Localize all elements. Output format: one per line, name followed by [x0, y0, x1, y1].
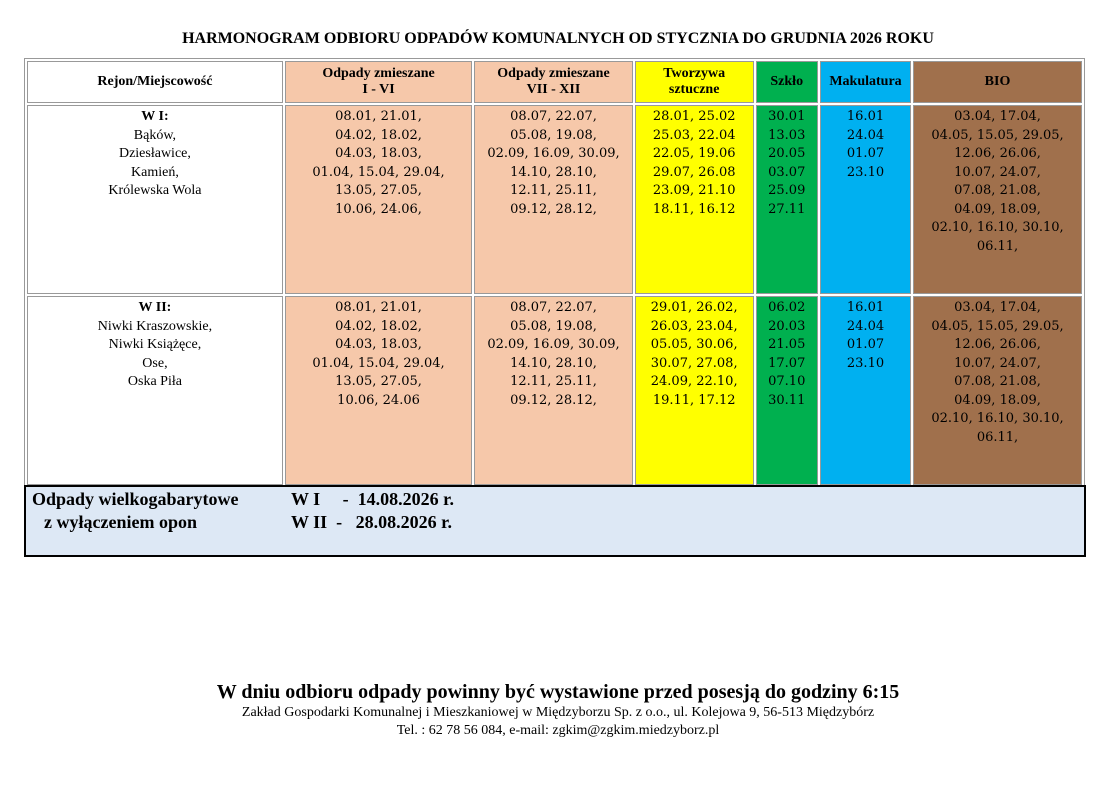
plastic-dates: 28.01, 25.02 25.03, 22.04 22.05, 19.06 2…: [634, 105, 754, 294]
region-name: W I:: [141, 109, 169, 124]
header-plastic: Tworzywa sztuczne: [634, 61, 754, 103]
header-mixed-2: Odpady zmieszane VII - XII: [474, 61, 633, 103]
region-cell: W I: Bąków, Dziesławice, Kamień, Królewsk…: [27, 105, 283, 294]
footer-company: Zakład Gospodarki Komunalnej i Mieszkani…: [241, 705, 875, 720]
header-row: Rejon/Miejscowość Odpady zmieszane I - V…: [27, 61, 1082, 103]
header-bio: BIO: [913, 61, 1082, 103]
region-name: W II:: [138, 300, 172, 315]
region-cell: W II: Niwki Kraszowskie, Niwki Książęce, …: [27, 296, 283, 485]
bulky-waste-box: Odpady wielkogabarytowe z wyłączeniem op…: [24, 485, 1086, 557]
bulky-date-w1: W I - 14.08.2026 r.: [291, 489, 455, 509]
bulky-label-line1: Odpady wielkogabarytowe: [32, 489, 239, 509]
mixed-1-dates: 08.01, 21.01, 04.02, 18.02, 04.03, 18.03…: [284, 105, 473, 294]
schedule-table: Rejon/Miejscowość Odpady zmieszane I - V…: [24, 58, 1085, 488]
glass-dates: 06.02 20.03 21.05 17.07 07.10 30.11: [755, 296, 818, 485]
mixed-2-dates: 08.07, 22.07, 05.08, 19.08, 02.09, 16.09…: [474, 105, 633, 294]
table-row: W I: Bąków, Dziesławice, Kamień, Królewsk…: [27, 105, 1082, 294]
header-glass: Szkło: [755, 61, 818, 103]
footer-notice: W dniu odbioru odpady powinny być wystaw…: [216, 681, 900, 703]
header-region: Rejon/Miejscowość: [27, 61, 283, 103]
mixed-1-dates: 08.01, 21.01, 04.02, 18.02, 04.03, 18.03…: [284, 296, 473, 485]
paper-dates: 16.01 24.04 01.07 23.10: [819, 105, 912, 294]
glass-dates: 30.01 13.03 20.05 03.07 25.09 27.11: [755, 105, 818, 294]
paper-dates: 16.01 24.04 01.07 23.10: [819, 296, 912, 485]
plastic-dates: 29.01, 26.02, 26.03, 23.04, 05.05, 30.06…: [634, 296, 754, 485]
region-places: Bąków, Dziesławice, Kamień, Królewska Wo…: [108, 127, 202, 199]
table-row: W II: Niwki Kraszowskie, Niwki Książęce, …: [27, 296, 1082, 485]
bio-dates: 03.04, 17.04, 04.05, 15.05, 29.05, 12.06…: [913, 296, 1082, 485]
bio-dates: 03.04, 17.04, 04.05, 15.05, 29.05, 12.06…: [913, 105, 1082, 294]
bulky-date-w2: W II - 28.08.2026 r.: [291, 512, 453, 532]
header-mixed-1: Odpady zmieszane I - VI: [284, 61, 473, 103]
footer-contact: Tel. : 62 78 56 084, e-mail: zgkim@zgkim…: [396, 723, 720, 738]
bulky-label-line2: z wyłączeniem opon: [44, 512, 197, 532]
region-places: Niwki Kraszowskie, Niwki Książęce, Ose, …: [97, 318, 213, 390]
mixed-2-dates: 08.07, 22.07, 05.08, 19.08, 02.09, 16.09…: [474, 296, 633, 485]
document-title: HARMONOGRAM ODBIORU ODPADÓW KOMUNALNYCH …: [182, 30, 934, 47]
header-paper: Makulatura: [819, 61, 912, 103]
